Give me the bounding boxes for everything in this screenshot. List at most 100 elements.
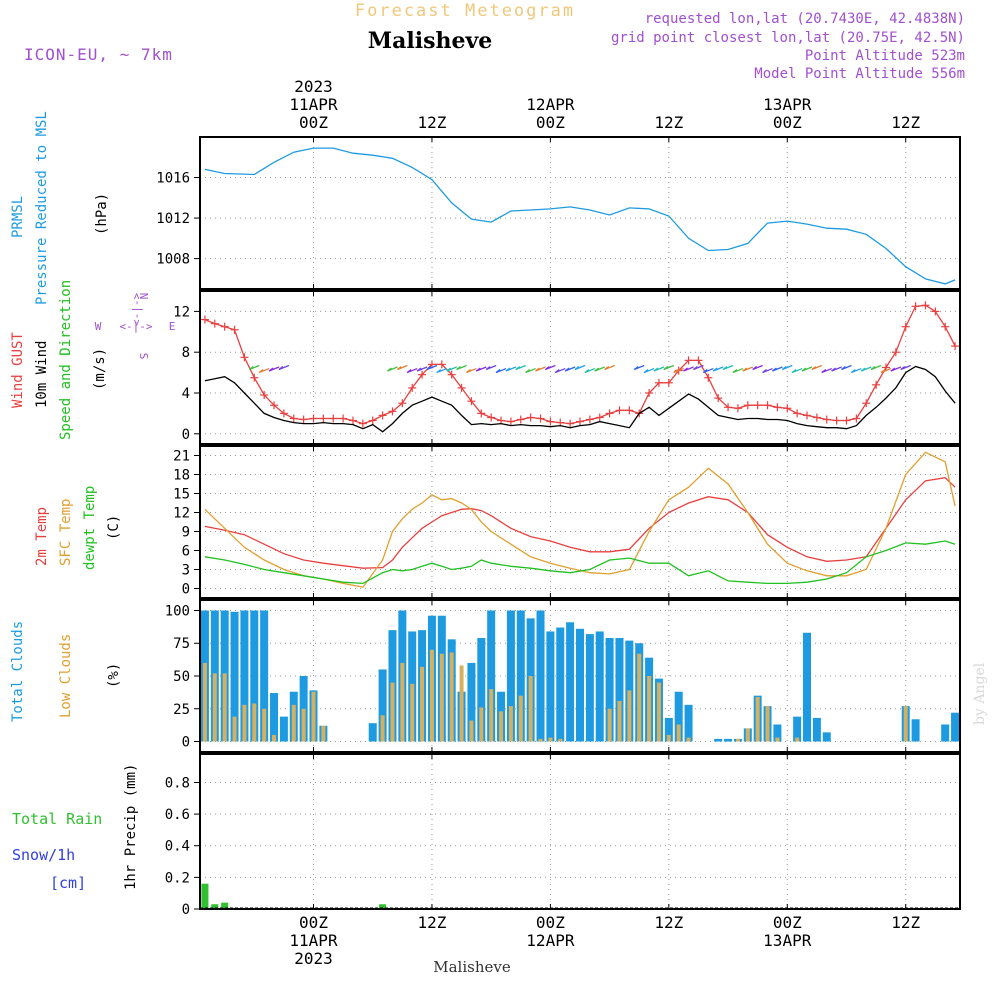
forecast-meteogram-title: Forecast Meteogram — [355, 1, 575, 21]
wind-direction-arrow — [663, 365, 669, 371]
low-cloud-bar — [765, 706, 770, 742]
total-cloud-bar — [793, 716, 802, 742]
y-tick-label: 0 — [182, 427, 190, 443]
y-tick-label: 8 — [182, 345, 190, 361]
time-axis-label: 00Z — [536, 913, 565, 932]
time-axis-label: 00Z — [773, 113, 802, 132]
y-tick-label: 50 — [173, 669, 190, 685]
wind-direction-arrow — [544, 365, 550, 371]
low-cloud-bar — [321, 725, 326, 742]
low-cloud-bar — [291, 704, 296, 742]
wind-direction-arrow — [535, 367, 540, 372]
total-cloud-bar — [773, 724, 782, 742]
wind-direction-arrow — [495, 369, 501, 374]
y-tick-label: 4 — [182, 386, 190, 402]
low-cloud-bar — [489, 689, 494, 742]
prmsl-label: PRMSL — [10, 196, 26, 238]
time-axis-label: 12APR — [526, 95, 575, 114]
wind-direction-arrow — [762, 369, 767, 374]
low-cloud-bar — [656, 682, 661, 742]
total-cloud-bar — [487, 610, 496, 742]
wind-direction-arrow — [781, 365, 787, 371]
low-cloud-bar — [449, 652, 454, 742]
rain-bar — [221, 902, 229, 909]
low-cloud-bar — [558, 738, 563, 742]
wind-direction-arrow — [732, 369, 738, 374]
time-axis-label: 12Z — [417, 913, 446, 932]
low-cloud-bar — [202, 662, 207, 742]
wind-direction-arrow — [387, 367, 392, 372]
total-cloud-bar — [516, 610, 525, 742]
time-axis-label: 11APR — [289, 95, 338, 114]
speed-direction-label: Speed and Direction — [58, 280, 74, 440]
total-cloud-bar — [615, 638, 624, 742]
total-cloud-bar — [368, 723, 377, 742]
total-cloud-bar — [724, 738, 733, 742]
time-axis-label: 13APR — [763, 95, 812, 114]
wind-direction-arrow — [248, 365, 254, 371]
low-cloud-bar — [222, 673, 227, 742]
total-cloud-bar — [674, 691, 683, 742]
low-cloud-bar — [212, 673, 217, 742]
ms-unit-label: (m/s) — [92, 348, 108, 390]
wind-direction-arrow — [821, 369, 827, 374]
grid-point-coords: grid point closest lon,lat (20.75E, 42.5… — [611, 30, 965, 46]
y-tick-label: 3 — [182, 563, 190, 579]
snow-unit-label: [cm] — [50, 874, 86, 892]
wind-direction-arrow — [406, 369, 412, 374]
total-cloud-bar — [506, 610, 515, 742]
low-cloud-bar — [735, 738, 740, 742]
y-tick-label: 12 — [173, 304, 190, 320]
clouds-panel: 0 25 50 75 100 — [165, 599, 961, 753]
y-tick-label: 1012 — [156, 211, 190, 227]
wind-direction-arrow — [456, 365, 461, 371]
total-cloud-bar — [664, 717, 673, 742]
low-cloud-bar — [607, 708, 612, 742]
wind-direction-arrow — [584, 369, 590, 374]
series-line-wind-gust — [204, 304, 956, 425]
y-tick-label: 1008 — [156, 252, 190, 268]
t2m-label: 2m Temp — [34, 507, 50, 566]
requested-coords: requested lon,lat (20.7430E, 42.4838N) — [645, 11, 965, 27]
low-cloud-bar — [538, 738, 543, 742]
rain-bar — [379, 904, 387, 909]
total-cloud-bar — [250, 610, 259, 742]
wind-direction-arrow — [791, 369, 797, 374]
model-label: ICON-EU, ~ 7km — [24, 45, 173, 64]
wind-direction-arrow — [831, 367, 837, 372]
low-cloud-bar — [400, 662, 405, 742]
low-cloud-bar — [518, 695, 523, 742]
total-cloud-bar — [270, 693, 279, 742]
low-cloud-bar — [479, 707, 484, 742]
wind-direction-arrow — [860, 367, 866, 372]
wind-panel: 0 4 8 12 — [173, 290, 961, 445]
wind-direction-arrow — [890, 367, 896, 372]
wind-direction-arrow — [278, 365, 284, 371]
wind-direction-arrow — [396, 365, 402, 371]
total-cloud-bar — [556, 627, 565, 742]
pressure-panel: 1008 1012 1016 — [156, 136, 961, 290]
wind-direction-arrow — [683, 367, 688, 372]
compass-ew-arrows: <-|-> — [119, 320, 152, 333]
temperature-panel: 0 3 6 9 12 15 18 21 — [173, 445, 961, 599]
wind-direction-arrow — [653, 367, 659, 372]
location-title: Malisheve — [368, 28, 492, 54]
panel-frame — [199, 753, 961, 910]
wind-direction-arrow — [693, 365, 698, 371]
total-cloud-bar — [911, 719, 920, 742]
wind-direction-arrow — [841, 365, 846, 371]
time-axis-label: 2023 — [294, 77, 333, 96]
panel-frame — [199, 290, 961, 445]
wind-gust-label: Wind GUST — [10, 332, 26, 408]
y-tick-label: 6 — [182, 544, 190, 560]
wind-direction-arrow — [643, 369, 649, 374]
series-line-2m-temp — [204, 477, 956, 569]
total-cloud-bar — [714, 738, 723, 742]
y-tick-label: 21 — [173, 449, 190, 465]
wind-direction-arrow — [801, 367, 807, 372]
y-tick-label: 12 — [173, 506, 190, 522]
time-axis-label: 12Z — [891, 913, 920, 932]
c-unit-label: (C) — [106, 515, 122, 540]
time-axis-label: 12Z — [417, 113, 446, 132]
